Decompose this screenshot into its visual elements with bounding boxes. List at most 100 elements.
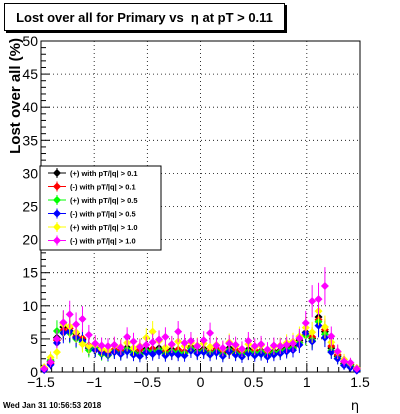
data-point (103, 342, 112, 351)
data-point (46, 358, 55, 367)
y-tick-label: 50 (22, 33, 38, 49)
data-point (257, 350, 266, 359)
data-point (167, 340, 176, 349)
data-point (78, 315, 87, 324)
x-tick-label: 1 (303, 374, 311, 390)
data-point (84, 342, 93, 351)
data-point (155, 335, 164, 344)
data-point (314, 295, 323, 304)
data-point (352, 364, 361, 373)
data-point (161, 343, 170, 352)
data-point (269, 350, 278, 359)
data-point (123, 332, 132, 341)
data-point (116, 343, 125, 352)
data-point (231, 350, 240, 359)
data-point (231, 340, 240, 349)
data-point (308, 328, 317, 337)
legend: (+) with pT/|q| > 0.1 (-) with pT/|q| > 0… (39, 165, 162, 251)
data-point (135, 342, 144, 351)
tick-layer: −1.5 −1 −0.5 0 0.5 1 1.5 0 5 10 15 20 25 30 35 40 45 50 (22, 33, 370, 390)
x-tick-label: −1.5 (27, 374, 55, 390)
data-point (180, 338, 189, 347)
data-point (314, 321, 323, 330)
data-point (52, 334, 61, 343)
data-point (301, 319, 310, 328)
data-point (78, 340, 87, 349)
data-point (263, 345, 272, 354)
data-point (244, 349, 253, 358)
legend-label: (-) with pT/|q| > 0.5 (70, 210, 136, 219)
legend-label: (-) with pT/|q| > 0.1 (70, 183, 136, 192)
data-point (276, 342, 285, 351)
data-point (193, 342, 202, 351)
data-point (340, 357, 349, 366)
data-point (269, 341, 278, 350)
legend-label: (+) with pT/|q| > 0.5 (70, 196, 138, 205)
data-point (206, 350, 215, 359)
data-point (320, 322, 329, 331)
x-tick-label: −1 (86, 374, 102, 390)
legend-label: (-) with pT/|q| > 1.0 (70, 237, 136, 246)
data-point (59, 318, 68, 327)
data-point (212, 341, 221, 350)
data-point (206, 328, 215, 337)
data-point (282, 340, 291, 349)
data-point (161, 332, 170, 341)
data-point (161, 351, 170, 360)
data-point (244, 336, 253, 345)
data-point (110, 340, 119, 349)
data-point (52, 348, 61, 357)
data-point (186, 336, 195, 345)
data-point (237, 344, 246, 353)
data-point (97, 341, 106, 350)
data-point (320, 281, 329, 290)
data-point (327, 332, 336, 341)
data-point (91, 339, 100, 348)
x-tick-label: 0.5 (244, 374, 264, 390)
legend-box (39, 165, 162, 251)
data-point (346, 358, 355, 367)
data-point (199, 336, 208, 345)
data-point (295, 334, 304, 343)
data-point (308, 297, 317, 306)
x-tick-label: −0.5 (134, 374, 162, 390)
data-point (180, 351, 189, 360)
data-point (142, 340, 151, 349)
legend-label: (+) with pT/|q| > 1.0 (70, 223, 138, 232)
data-point (257, 340, 266, 349)
legend-label: (+) with pT/|q| > 0.1 (70, 169, 138, 178)
y-tick-label: 20 (22, 232, 38, 248)
data-point (148, 327, 157, 336)
data-point (135, 352, 144, 361)
data-point (65, 310, 74, 319)
y-tick-label: 35 (22, 132, 38, 148)
data-point (174, 327, 183, 336)
data-point (123, 347, 132, 356)
y-tick-label: 15 (22, 265, 38, 281)
data-point (167, 349, 176, 358)
data-point (327, 348, 336, 357)
data-point (155, 348, 164, 357)
data-point (218, 344, 227, 353)
x-tick-label: 0 (197, 374, 205, 390)
legend-marker (53, 169, 61, 177)
y-tick-label: 5 (30, 331, 38, 347)
y-tick-label: 10 (22, 298, 38, 314)
legend-marker (53, 223, 61, 231)
chart-title: Lost over all for Primary vs η at pT > 0… (4, 3, 285, 31)
legend-marker (53, 182, 61, 191)
y-tick-label: 40 (22, 99, 38, 115)
data-point (72, 320, 81, 329)
data-layer (40, 267, 361, 375)
y-tick-label: 0 (30, 364, 38, 380)
legend-marker (53, 236, 61, 245)
x-tick-label: 1.5 (350, 374, 370, 390)
data-point (148, 338, 157, 347)
data-point (250, 342, 259, 351)
x-axis-label: η (351, 399, 359, 414)
data-point (250, 351, 259, 360)
y-axis-label: Lost over all (%) (7, 38, 24, 154)
data-point (148, 350, 157, 359)
legend-marker (53, 209, 61, 218)
